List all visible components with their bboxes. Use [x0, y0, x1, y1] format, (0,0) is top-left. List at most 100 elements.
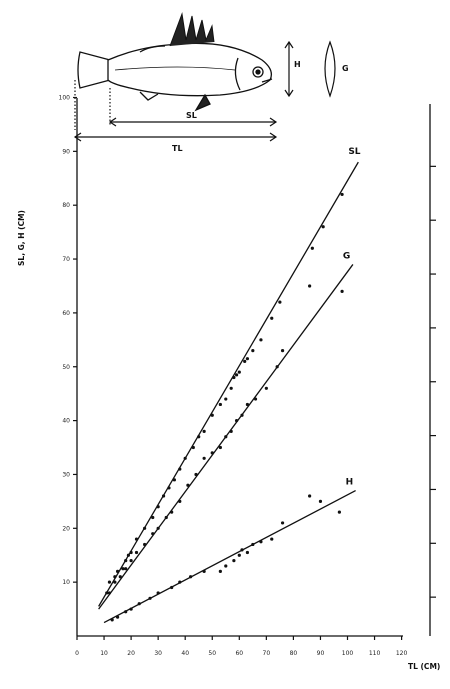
data-point-sl: [126, 553, 130, 557]
data-point-g: [234, 419, 239, 423]
series-h: H: [103, 478, 356, 624]
x-tick-label: 100: [342, 650, 354, 657]
data-point-h: [259, 540, 263, 544]
y-tick-label: 100: [59, 95, 71, 102]
data-point-g: [275, 365, 279, 369]
data-point-g: [240, 413, 244, 417]
data-point-sl: [251, 348, 255, 353]
data-point-h: [202, 569, 206, 573]
data-point-sl: [121, 567, 125, 571]
data-point-h: [178, 580, 182, 584]
series-label-h: H: [346, 478, 354, 488]
data-point-g: [107, 591, 112, 595]
x-tick-label: 40: [181, 650, 189, 657]
data-point-sl: [143, 526, 147, 530]
data-point-h: [270, 537, 274, 541]
total-length-arrow: [73, 80, 278, 142]
data-point-h: [308, 494, 312, 498]
data-point-g: [151, 532, 155, 536]
data-point-h: [218, 569, 222, 573]
data-point-g: [340, 289, 344, 293]
data-point-g: [194, 472, 198, 477]
data-point-g: [113, 580, 117, 584]
data-point-h: [189, 575, 193, 579]
y-axis-ticks: 10 20 30 40 50 60 70 80 90 100: [59, 95, 77, 586]
x-tick-label: 70: [263, 650, 271, 657]
data-point-sl: [245, 357, 250, 361]
data-point-sl: [202, 429, 206, 433]
data-point-h: [124, 610, 128, 614]
data-point-sl: [232, 375, 236, 380]
data-point-g: [186, 483, 190, 487]
x-tick-label: 120: [396, 650, 408, 657]
data-point-sl: [218, 402, 222, 407]
data-point-sl: [310, 246, 314, 250]
data-point-h: [129, 607, 133, 611]
x-axis-title: TL (CM): [408, 662, 440, 671]
data-point-h: [115, 615, 120, 619]
standard-length-arrow: [108, 88, 278, 127]
data-point-sl: [224, 397, 228, 401]
data-point-g: [124, 567, 128, 571]
data-point-h: [148, 596, 152, 600]
y-tick-label: 10: [62, 579, 70, 586]
y-tick-label: 90: [62, 148, 70, 155]
data-point-sl: [270, 316, 274, 320]
right-border-ticks: [430, 165, 436, 598]
series-label-sl: SL: [348, 147, 360, 157]
data-point-sl: [124, 559, 128, 563]
data-point-sl: [183, 456, 187, 460]
data-point-sl: [105, 591, 109, 595]
x-tick-label: 110: [369, 650, 381, 657]
x-tick-label: 0: [75, 650, 79, 657]
data-point-h: [280, 521, 285, 525]
data-point-sl: [340, 192, 344, 197]
fish-illustration-icon: [77, 12, 273, 112]
x-tick-label: 10: [100, 650, 108, 657]
series-sl: SL: [98, 147, 361, 607]
series-g: G: [98, 251, 354, 610]
y-tick-label: 30: [62, 471, 70, 478]
data-point-g: [170, 510, 174, 514]
data-point-g: [164, 515, 168, 520]
y-tick-label: 20: [62, 525, 70, 532]
data-point-sl: [210, 413, 214, 417]
data-point-g: [224, 435, 228, 439]
data-point-g: [210, 451, 214, 455]
data-point-h: [245, 550, 250, 555]
data-point-h: [224, 564, 228, 568]
data-point-sl: [191, 445, 195, 450]
data-point-g: [308, 284, 312, 288]
data-point-sl: [243, 359, 247, 363]
data-point-sl: [151, 515, 155, 520]
data-point-sl: [178, 467, 182, 471]
regression-line-sl: [98, 161, 359, 607]
data-point-sl: [197, 435, 201, 439]
data-point-g: [118, 575, 122, 579]
data-point-g: [245, 402, 250, 407]
data-point-h: [318, 499, 323, 503]
standard-length-diagram-label: SL: [186, 111, 197, 120]
data-point-h: [337, 510, 341, 514]
data-point-h: [251, 542, 255, 547]
data-point-sl: [161, 494, 166, 498]
y-axis-title: SL, G, H (CM): [17, 210, 26, 266]
plot-area: SL G H: [98, 147, 361, 624]
data-point-sl: [156, 505, 160, 509]
data-point-h: [232, 559, 236, 563]
data-point-sl: [237, 370, 241, 374]
x-tick-label: 60: [235, 650, 243, 657]
fish-measurement-diagram: H G SL TL: [73, 12, 349, 153]
y-tick-label: 70: [62, 256, 70, 263]
data-point-h: [110, 618, 114, 622]
data-point-h: [137, 602, 141, 606]
data-point-sl: [321, 225, 325, 229]
data-point-sl: [134, 537, 139, 541]
girth-lens-icon: [324, 40, 336, 98]
data-point-g: [218, 445, 222, 450]
series-label-g: G: [343, 251, 350, 261]
data-point-g: [264, 386, 268, 390]
x-axis-ticks: 0 10 20 30 40 50 60 70 80 90 100 110 120: [75, 636, 408, 657]
total-length-diagram-label: TL: [172, 144, 183, 153]
